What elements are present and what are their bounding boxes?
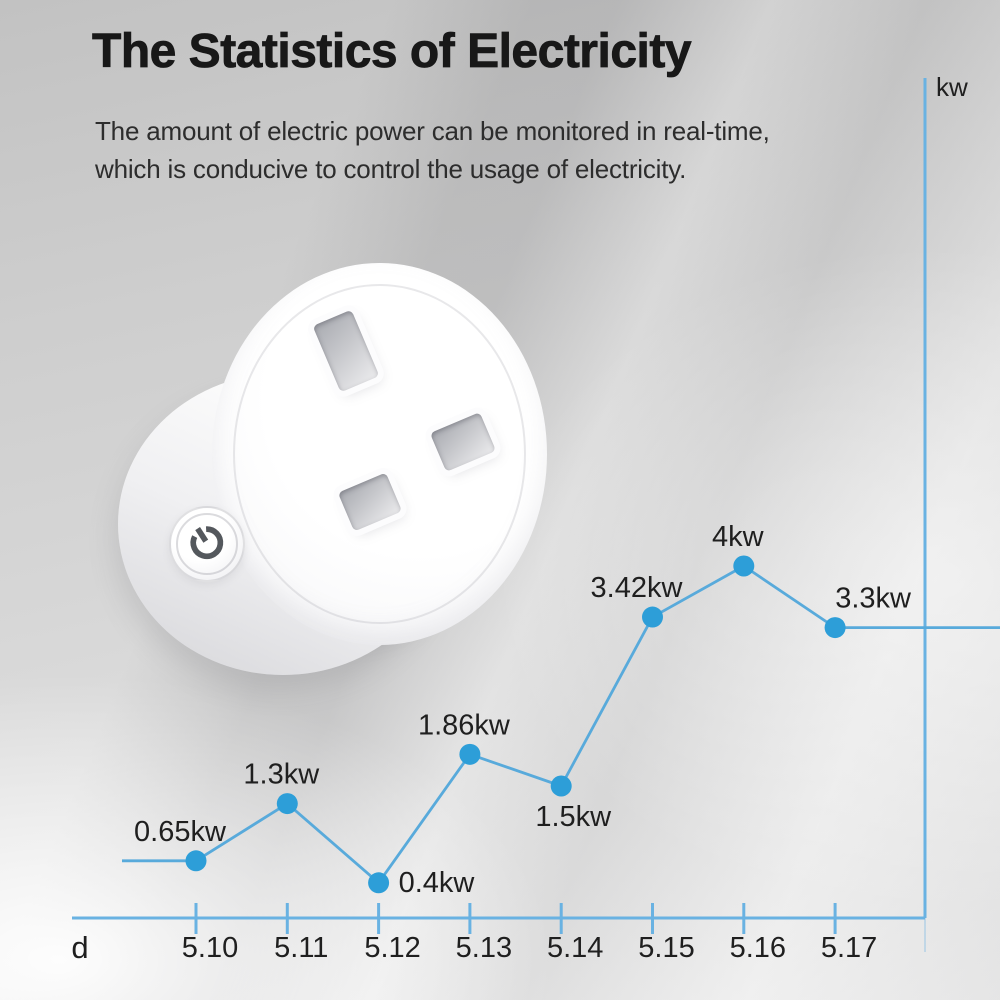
data-point [642,606,663,628]
x-tick-label: 5.13 [456,932,512,964]
power-button [169,506,245,582]
data-point [733,555,755,577]
data-point-label: 1.5kw [535,801,612,833]
data-point-label: 0.4kw [399,867,476,899]
data-point [459,743,481,765]
smart-plug-image [110,255,555,690]
page-subtitle: The amount of electric power can be moni… [95,112,770,188]
x-tick-label: 5.16 [730,932,786,964]
x-tick-label: 5.15 [638,932,694,964]
data-line [122,564,1000,885]
data-point-label: 3.3kw [835,583,912,615]
power-icon [190,526,224,560]
x-tick-label: 5.14 [547,932,603,964]
power-button-ring [176,513,238,575]
x-tick-label: 5.11 [274,932,328,964]
x-tick-label: 5.10 [182,932,238,964]
data-point [550,775,572,797]
data-point [185,850,207,872]
data-point-label: 0.65kw [134,816,227,848]
data-point-label: 1.86kw [418,709,511,741]
x-axis-unit-label: d [71,930,88,965]
data-point [368,872,390,894]
page-title: The Statistics of Electricity [92,25,692,79]
y-axis-unit-label: kw [936,72,968,102]
x-tick-label: 5.17 [821,932,877,964]
data-point [276,793,298,815]
data-point-label: 4kw [712,521,765,553]
plug-face [212,263,547,645]
data-point [824,617,846,639]
plug-face-ring [233,284,526,624]
x-tick-label: 5.12 [364,932,420,964]
subtitle-line-1: The amount of electric power can be moni… [95,116,770,146]
data-point-label: 3.42kw [591,572,684,604]
subtitle-line-2: which is conducive to control the usage … [95,154,687,184]
data-point-label: 1.3kw [243,759,320,791]
